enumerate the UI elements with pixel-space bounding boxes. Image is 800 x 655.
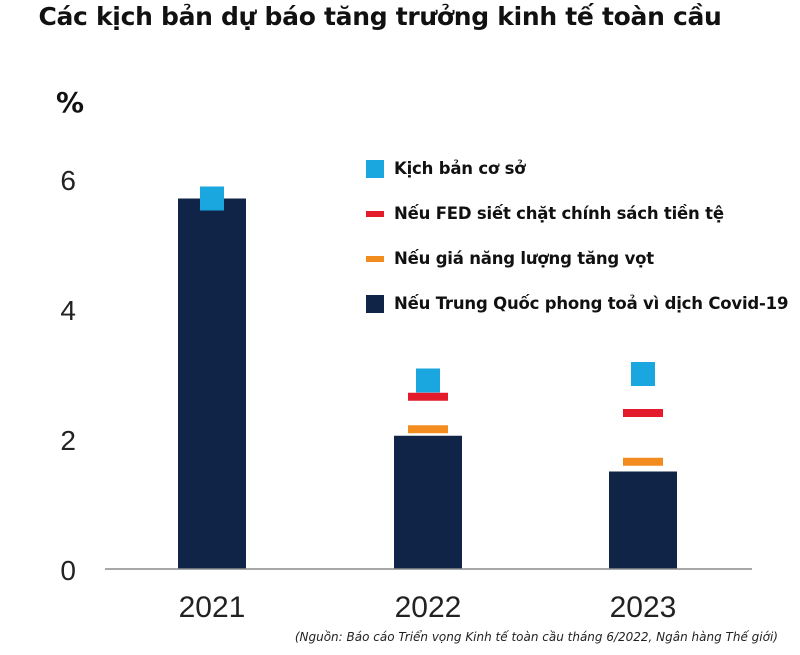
legend-item-energy: Nếu giá năng lượng tăng vọt bbox=[366, 236, 786, 281]
y-axis-label: % bbox=[56, 86, 85, 119]
y-tick-label: 4 bbox=[60, 295, 76, 326]
bar-china-lockdown bbox=[394, 435, 462, 569]
legend-label-energy: Nếu giá năng lượng tăng vọt bbox=[394, 249, 654, 268]
y-tick-label: 0 bbox=[60, 555, 76, 586]
chart-legend: Kịch bản cơ sở Nếu FED siết chặt chính s… bbox=[366, 146, 789, 326]
legend-swatch-energy bbox=[366, 255, 384, 262]
marker-baseline bbox=[200, 186, 224, 211]
chart-title: Các kịch bản dự báo tăng trưởng kinh tế … bbox=[38, 2, 722, 31]
legend-swatch-china bbox=[366, 294, 384, 313]
marker-energy-price bbox=[623, 457, 663, 466]
legend-label-fed: Nếu FED siết chặt chính sách tiền tệ bbox=[394, 204, 724, 223]
legend-item-baseline: Kịch bản cơ sở bbox=[366, 146, 786, 191]
legend-label-china: Nếu Trung Quốc phong toả vì dịch Covid-1… bbox=[394, 294, 789, 313]
legend-swatch-baseline bbox=[366, 159, 384, 178]
x-tick-label: 2023 bbox=[610, 591, 677, 624]
marker-baseline bbox=[416, 368, 440, 393]
legend-item-china: Nếu Trung Quốc phong toả vì dịch Covid-1… bbox=[366, 281, 789, 326]
y-tick-label: 2 bbox=[60, 425, 76, 456]
bar-china-lockdown bbox=[609, 471, 677, 569]
source-note: (Nguồn: Báo cáo Triển vọng Kinh tế toàn … bbox=[294, 630, 778, 644]
y-tick-label: 6 bbox=[60, 165, 76, 196]
x-tick-label: 2022 bbox=[395, 591, 462, 624]
legend-label-baseline: Kịch bản cơ sở bbox=[394, 159, 526, 178]
x-tick-label: 2021 bbox=[179, 591, 246, 624]
legend-item-fed: Nếu FED siết chặt chính sách tiền tệ bbox=[366, 191, 786, 236]
legend-swatch-fed bbox=[366, 210, 384, 217]
bar-china-lockdown bbox=[178, 198, 246, 569]
marker-energy-price bbox=[408, 425, 448, 434]
marker-baseline bbox=[631, 362, 655, 386]
marker-fed-tightening bbox=[408, 392, 448, 401]
marker-fed-tightening bbox=[623, 409, 663, 417]
